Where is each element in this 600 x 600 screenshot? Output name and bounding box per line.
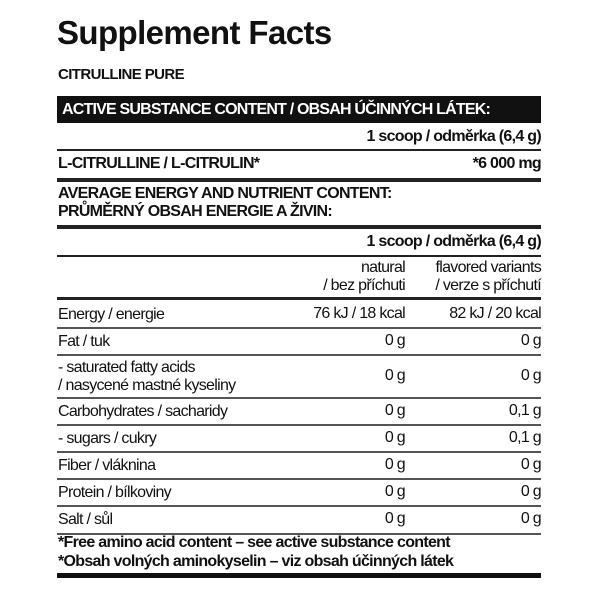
value-flavored: 0,1 g [508,401,542,419]
column-label: / verze s příchutí [435,277,541,294]
active-name: L-CITRULLINE / L-CITRULIN* [58,155,260,172]
nutrient-header-en: AVERAGE ENERGY AND NUTRIENT CONTENT: [58,185,392,202]
footnote: *Obsah volných aminokyselin – viz obsah … [58,553,454,570]
nutrient-name: Carbohydrates / sacharidy [58,402,228,420]
active-substance-header: ACTIVE SUBSTANCE CONTENT / OBSAH ÚČINNÝC… [57,96,541,123]
table-row-label: Fiber / vláknina [58,456,156,475]
nutrient-name: Salt / sůl [58,510,113,528]
value-flavored: 0 g [520,366,542,384]
row-divider [57,354,541,356]
page-title: Supplement Facts [57,14,332,51]
value-natural: 0 g [384,455,406,473]
row-divider [57,478,541,480]
value-flavored: 82 kJ / 20 kcal [449,304,541,322]
divider [57,255,541,257]
value-natural: 0 g [384,482,406,500]
divider [57,149,541,151]
row-divider [57,397,541,399]
serving-size: 1 scoop / odměrka (6,4 g) [366,128,541,145]
value-natural: 0 g [384,401,406,419]
column-label: flavored variants [435,259,542,276]
table-row-label: Protein / bílkoviny [58,483,172,502]
value-natural: 0 g [384,366,406,384]
nutrient-name: / nasycené mastné kyseliny [58,376,236,394]
nutrient-name: - sugars / cukry [58,429,157,447]
value-flavored: 0 g [520,331,542,349]
row-divider [57,327,541,329]
product-name: CITRULLINE PURE [58,66,185,83]
nutrient-name: Energy / energie [58,305,165,323]
column-natural: natural / bez příchuti [323,259,406,295]
value-natural: 0 g [384,509,406,527]
nutrient-name: Fiber / vláknina [58,456,156,474]
footnotes: *Free amino acid content – see active su… [58,533,454,571]
table-row-label: Fat / tuk [58,333,110,351]
divider [57,573,541,578]
active-value: *6 000 mg [472,155,542,172]
table-row-label: Salt / sůl [58,510,113,529]
divider [57,225,541,229]
divider [57,297,541,300]
value-flavored: 0 g [520,509,542,527]
nutrient-header-cz: PRŮMĚRNÝ OBSAH ENERGIE A ŽIVIN: [58,203,333,220]
row-divider [57,505,541,507]
footnote: *Free amino acid content – see active su… [58,534,451,551]
divider [57,178,541,182]
nutrient-name: Fat / tuk [58,332,110,350]
nutrient-name: Protein / bílkoviny [58,483,172,501]
table-row-label: Carbohydrates / sacharidy [58,402,228,421]
nutrient-header: AVERAGE ENERGY AND NUTRIENT CONTENT: PRŮ… [58,185,392,221]
value-flavored: 0 g [520,482,542,500]
column-label: / bez příchuti [323,277,406,294]
column-label: natural [360,259,406,276]
value-natural: 0 g [384,428,406,446]
column-flavored: flavored variants / verze s příchutí [435,259,541,295]
row-divider [57,533,541,535]
value-flavored: 0,1 g [508,428,542,446]
value-natural: 0 g [384,331,406,349]
table-row-label: - sugars / cukry [58,429,157,448]
value-flavored: 0 g [520,455,542,473]
nutrient-name: - saturated fatty acids [58,358,196,376]
value-natural: 76 kJ / 18 kcal [313,304,405,322]
table-row-label: Energy / energie [58,305,165,324]
serving-size-2: 1 scoop / odměrka (6,4 g) [366,233,541,250]
table-row-label: - saturated fatty acids / nasycené mastné… [58,358,236,395]
row-divider [57,451,541,453]
row-divider [57,424,541,426]
